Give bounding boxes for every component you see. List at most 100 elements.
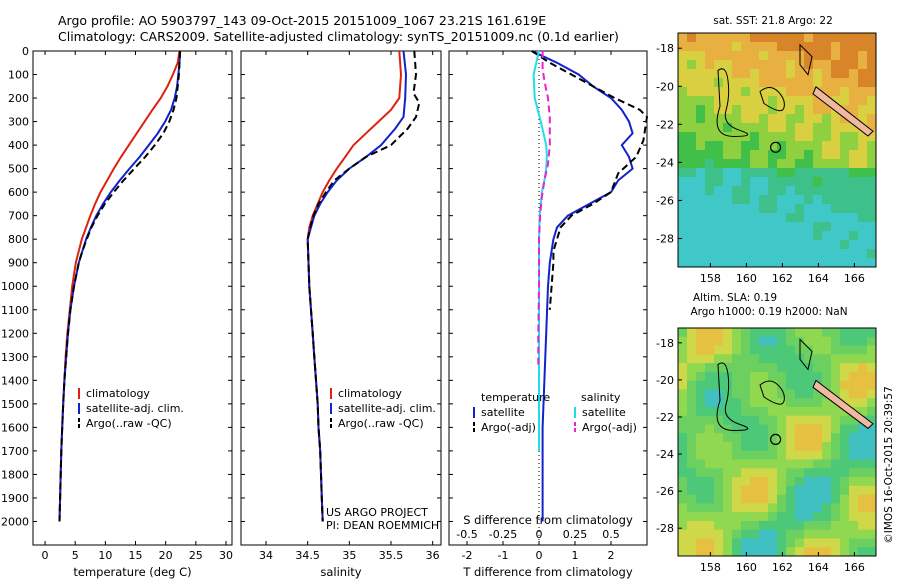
map-cell xyxy=(750,328,760,338)
map-cell xyxy=(687,442,697,452)
map-cell xyxy=(768,186,778,196)
map-cell xyxy=(732,442,742,452)
map-cell xyxy=(723,345,733,355)
map-cell xyxy=(849,69,859,79)
map-cell xyxy=(786,520,796,531)
map-cell xyxy=(813,123,823,133)
map-cell xyxy=(768,477,778,487)
map-cell xyxy=(858,33,868,43)
map-cell xyxy=(804,477,814,487)
map-cell xyxy=(741,433,751,443)
s-tick-label: -0.25 xyxy=(489,528,517,541)
map-cell xyxy=(723,105,733,115)
series-line xyxy=(306,50,403,522)
map-cell xyxy=(750,424,760,434)
map-cell xyxy=(795,96,805,106)
map-cell xyxy=(750,345,760,355)
annotation: PI: DEAN ROEMMICH xyxy=(326,519,439,532)
map-cell xyxy=(696,520,706,531)
map-cell xyxy=(867,141,877,151)
map-cell xyxy=(858,204,868,214)
map-cell xyxy=(750,141,760,151)
map-cell xyxy=(696,204,706,214)
map-cell xyxy=(732,168,742,178)
map-cell xyxy=(687,503,697,513)
map-cell xyxy=(777,69,787,79)
map-cell xyxy=(867,538,877,548)
map-cell xyxy=(696,222,706,232)
map-cell xyxy=(732,398,742,408)
map-cell xyxy=(804,51,814,61)
map-cell xyxy=(732,494,742,504)
map-cell xyxy=(831,186,841,196)
map-cell xyxy=(822,51,832,61)
map-cell xyxy=(786,114,796,124)
map-cell xyxy=(813,51,823,61)
map-cell xyxy=(849,547,859,557)
x-tick-label: 0 xyxy=(536,549,543,562)
map-cell xyxy=(687,42,697,52)
map-cell xyxy=(768,51,778,61)
map-cell xyxy=(813,477,823,487)
map-cell xyxy=(687,406,697,417)
map-cell xyxy=(840,123,850,133)
map-cell xyxy=(804,150,814,160)
map-cell xyxy=(714,503,724,513)
map-cell xyxy=(741,87,751,97)
map-cell xyxy=(759,371,769,382)
x-tick-label: 15 xyxy=(129,549,143,562)
map-cell xyxy=(813,222,823,232)
map-cell xyxy=(867,485,877,496)
map-cell xyxy=(858,240,868,250)
map-cell xyxy=(858,51,868,61)
map-cell xyxy=(822,105,832,115)
map-cell xyxy=(687,177,697,187)
map-cell xyxy=(678,159,688,169)
map-cell xyxy=(678,529,688,539)
map-cell xyxy=(777,547,787,557)
map-cell xyxy=(705,186,715,196)
map-cell xyxy=(678,69,688,79)
map-cell xyxy=(867,363,877,373)
map-cell xyxy=(705,105,715,115)
map-cell xyxy=(750,398,760,408)
map-cell xyxy=(849,477,859,487)
map-y-tick-label: -22 xyxy=(656,411,674,424)
map-cell xyxy=(768,168,778,178)
map-cell xyxy=(786,141,796,151)
map-cell xyxy=(858,424,868,434)
map-cell xyxy=(768,433,778,443)
map-cell xyxy=(705,529,715,539)
map-cell xyxy=(840,450,850,460)
map-cell xyxy=(813,520,823,531)
map-cell xyxy=(795,485,805,496)
map-cell xyxy=(777,42,787,52)
map-cell xyxy=(858,494,868,504)
map-cell xyxy=(723,380,733,390)
map-cell xyxy=(867,450,877,460)
map-cell xyxy=(777,398,787,408)
map-cell xyxy=(714,195,724,205)
map-cell xyxy=(750,150,760,160)
map-cell xyxy=(867,132,877,142)
map-cell xyxy=(678,494,688,504)
map-cell xyxy=(759,186,769,196)
map-cell xyxy=(705,538,715,548)
map-cell xyxy=(768,87,778,97)
map-cell xyxy=(678,60,688,70)
map-cell xyxy=(759,42,769,52)
panel-frame xyxy=(32,50,233,546)
map-cell xyxy=(822,345,832,355)
map-cell xyxy=(858,433,868,443)
map-cell xyxy=(750,60,760,70)
map-cell xyxy=(804,520,814,531)
map-cell xyxy=(759,78,769,88)
map-cell xyxy=(804,389,814,399)
y-tick-label: 900 xyxy=(8,257,29,270)
map-cell xyxy=(759,258,769,268)
map-cell xyxy=(795,328,805,338)
map-cell xyxy=(795,168,805,178)
map-cell xyxy=(804,494,814,504)
map-cell xyxy=(678,459,688,469)
map-cell xyxy=(858,354,868,364)
